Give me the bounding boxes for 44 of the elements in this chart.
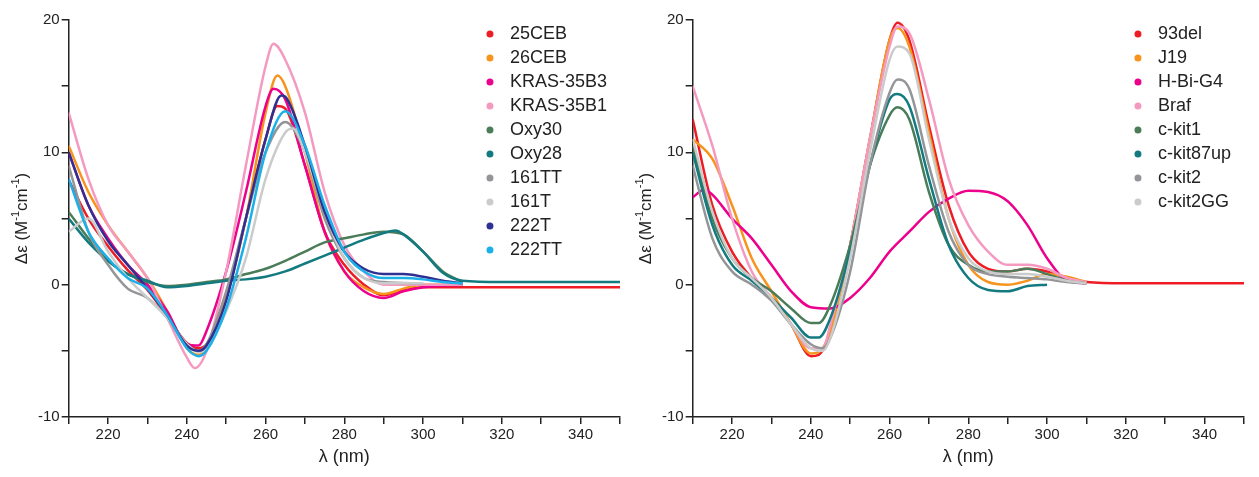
x-axis-title: λ (nm) [942, 445, 994, 466]
legend-label: c-kit87up [1157, 142, 1232, 163]
x-tick-label: 260 [877, 425, 903, 443]
legend-label: 161T [509, 190, 551, 211]
y-tick-label: -10 [37, 407, 60, 425]
x-tick-label: 320 [1113, 425, 1139, 443]
x-tick-label: 300 [410, 425, 436, 443]
y-tick-label: 20 [42, 10, 60, 28]
x-tick-label: 240 [798, 425, 824, 443]
legend-label: 222T [509, 214, 551, 235]
y-tick-label: 10 [666, 142, 684, 160]
x-tick-label: 320 [489, 425, 515, 443]
y-tick-label: 0 [675, 274, 684, 292]
y-axis-title: Δε (M-1cm-1) [9, 172, 31, 265]
legend-label: 222TT [509, 238, 562, 259]
legend-label: Oxy30 [509, 118, 562, 139]
legend-label: Braf [1157, 94, 1192, 115]
legend-label: c-kit2GG [1157, 190, 1229, 211]
x-tick-label: 220 [95, 425, 121, 443]
legend-label: 25CEB [509, 22, 567, 43]
legend-label: c-kit1 [1157, 118, 1201, 139]
x-tick-label: 340 [568, 425, 594, 443]
y-tick-label: -10 [661, 407, 684, 425]
y-tick-label: 10 [42, 142, 60, 160]
x-tick-label: 240 [174, 425, 200, 443]
x-tick-label: 340 [1192, 425, 1218, 443]
x-tick-label: 280 [955, 425, 981, 443]
legend-label: KRAS-35B1 [509, 94, 608, 115]
legend-label: KRAS-35B3 [509, 70, 608, 91]
x-tick-label: 260 [253, 425, 279, 443]
legend-label: H-Bi-G4 [1157, 70, 1223, 91]
y-tick-label: 0 [51, 274, 60, 292]
x-tick-label: 280 [331, 425, 357, 443]
legend-label: J19 [1157, 46, 1187, 67]
legend-label: c-kit2 [1157, 166, 1201, 187]
legend-label: 161TT [509, 166, 562, 187]
x-tick-label: 300 [1034, 425, 1060, 443]
x-tick-label: 220 [719, 425, 745, 443]
y-axis-title: Δε (M-1cm-1) [633, 172, 655, 265]
legend-label: Oxy28 [509, 142, 562, 163]
x-axis-title: λ (nm) [318, 445, 370, 466]
legend-label: 26CEB [509, 46, 567, 67]
y-tick-label: 20 [666, 10, 684, 28]
legend-label: 93del [1157, 22, 1203, 43]
